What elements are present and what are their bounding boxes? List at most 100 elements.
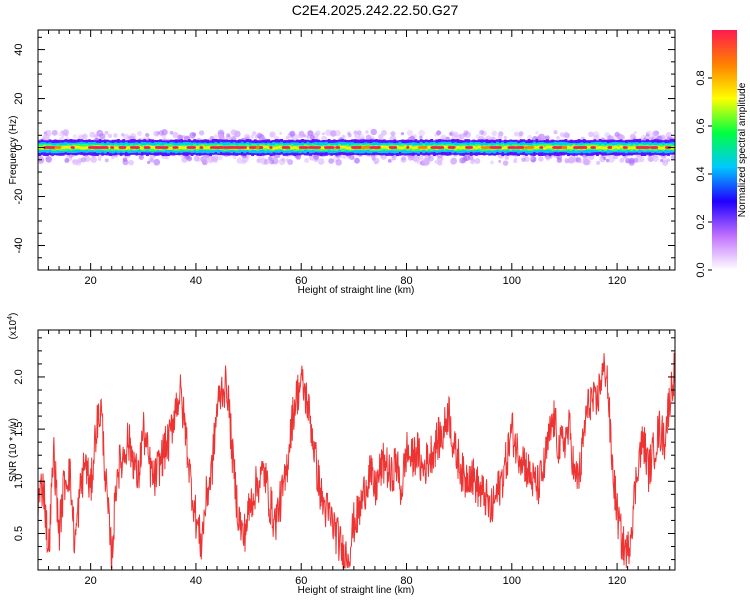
spectrogram-speck (390, 131, 396, 137)
spectrogram-speck (113, 133, 118, 138)
spectrogram-band-cell (395, 145, 399, 149)
spectrogram-speck (570, 158, 576, 164)
spectrogram-band-cell (295, 146, 299, 150)
y-tick-label: 1.5 (13, 421, 25, 436)
spectrogram-hotspot (417, 146, 428, 149)
spectrogram-speck (206, 156, 214, 164)
spectrogram-speck (233, 155, 237, 160)
spectrogram-speck (226, 133, 231, 138)
spectrogram-speck (69, 154, 73, 159)
spectrogram-band-cell (66, 145, 70, 149)
spectrogram-band-cell (280, 146, 284, 150)
spectrogram-speck (370, 128, 377, 136)
spectrogram-speck (251, 131, 257, 136)
spectrogram-band-cell (501, 146, 505, 150)
spectrogram-speck (334, 129, 341, 137)
spectrogram-hotspot (324, 146, 335, 149)
spectrogram-hotspot (561, 146, 567, 149)
spectrogram-panel: 20 40 60 80 100 120 -40 -20 0 20 40 Height of stra… (8, 29, 676, 296)
spectrogram-speck (578, 159, 583, 164)
spectrogram-speck (620, 134, 625, 139)
spectrogram-band-cell (264, 145, 268, 149)
spectrogram-speck (659, 158, 664, 163)
snr-ylabel: SNR (10 * v/v) (8, 418, 19, 482)
spectrogram-speck (306, 135, 310, 139)
spectrogram-speck (470, 159, 475, 165)
spectrogram-speck (295, 154, 301, 160)
spectrogram-band-cell (85, 146, 89, 150)
y-tick-label: 0.5 (13, 526, 25, 541)
spectrogram-speck (216, 154, 223, 161)
spectrogram-xlabel: Height of straight line (km) (298, 285, 415, 296)
spectrogram-hotspot (186, 146, 197, 149)
spectrogram-speck (650, 136, 655, 141)
colorbar-gradient (712, 30, 737, 270)
spectrogram-hotspot (406, 146, 410, 149)
spectrogram-speck (605, 158, 610, 163)
spectrogram-band-cell (411, 146, 415, 150)
spectrogram-speck (153, 158, 161, 166)
spectrogram-speck (192, 132, 197, 137)
spectrogram-speck (198, 130, 205, 136)
spectrogram-band-cell (661, 146, 665, 150)
spectrogram-band-cell (345, 146, 349, 150)
spectrogram-hotspot (110, 146, 115, 149)
spectrogram-speck (463, 130, 469, 136)
spectrogram-speck (457, 134, 463, 139)
spectrogram-speck (535, 131, 539, 135)
spectrogram-hotspot (507, 146, 517, 149)
spectrogram-hotspot (281, 146, 291, 149)
spectrogram-speck (45, 129, 52, 137)
spectrogram-speck (236, 157, 243, 164)
spectrogram-band-cell (414, 146, 418, 150)
spectrogram-speck (513, 159, 518, 164)
spectrogram-band-cell (293, 146, 297, 149)
spectrogram-speck (662, 160, 669, 167)
spectrogram-speck (406, 129, 414, 137)
spectrogram-speck (38, 160, 43, 165)
spectrogram-band-cell (245, 146, 249, 150)
colorbar: 0.0 0.2 0.4 0.6 0.8 Normalized spectral ampl… (695, 30, 748, 278)
spectrogram-speck (604, 132, 611, 139)
spectrogram-hotspot (298, 146, 309, 149)
spectrogram-speck (419, 135, 423, 140)
spectrogram-speck (315, 130, 321, 136)
snr-frame (37, 329, 676, 571)
spectrogram-band-cell (348, 146, 352, 150)
spectrogram-speck (421, 159, 429, 167)
spectrogram-band-cell (343, 145, 347, 149)
spectrogram-band-cell (322, 146, 326, 150)
spectrogram-speck (665, 132, 672, 139)
spectrogram-speck (644, 134, 651, 142)
spectrogram-speck (90, 156, 97, 163)
spectrogram-speck (434, 160, 439, 164)
spectrogram-speck (588, 131, 594, 138)
spectrogram-speck (387, 159, 392, 163)
x-tick-label: 20 (85, 275, 97, 287)
colorbar-tick-label: 0.6 (695, 118, 707, 133)
spectrogram-speck (413, 155, 420, 163)
spectrogram-speck (321, 132, 325, 136)
spectrogram-band-cell (151, 146, 155, 149)
spectrogram-band-cell (443, 145, 447, 149)
spectrogram-hotspot (465, 146, 473, 149)
spectrogram-speck (307, 130, 314, 137)
spectrogram-speck (474, 158, 481, 164)
spectrogram-speck (285, 136, 290, 140)
x-tick-label: 20 (85, 575, 97, 587)
spectrogram-band-cell (632, 146, 636, 150)
spectrogram-speck (104, 130, 109, 135)
spectrogram-speck (629, 133, 636, 140)
spectrogram-speck (256, 132, 263, 139)
spectrogram-speck (104, 158, 109, 163)
spectrogram-hotspot (480, 146, 492, 149)
spectrogram-speck (347, 133, 352, 138)
spectrogram-band-cell (627, 146, 631, 150)
spectrogram-speck (539, 133, 545, 140)
spectrogram-speck (154, 131, 160, 137)
spectrogram-speck (152, 130, 160, 137)
snr-panel: 20 40 60 80 100 120 0.5 1.0 1.5 2.0 Height of str… (7, 313, 676, 596)
x-tick-label: 100 (503, 275, 521, 287)
spectrogram-hotspot (376, 146, 381, 149)
spectrogram-speck (462, 133, 467, 138)
